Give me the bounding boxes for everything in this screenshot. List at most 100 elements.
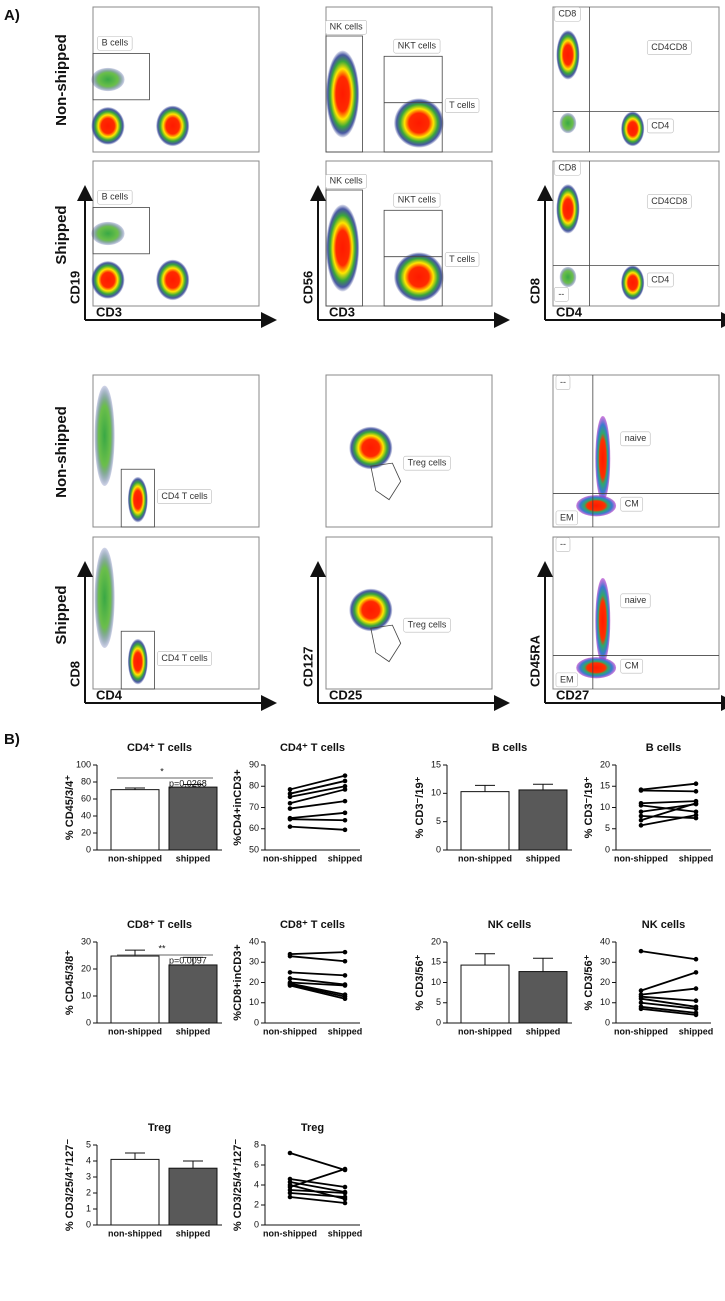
gate-label-box bbox=[403, 455, 451, 471]
subject-point bbox=[693, 1006, 699, 1012]
gate-label: naive bbox=[625, 595, 647, 605]
gate-label-box bbox=[444, 252, 480, 267]
y-axis-label: CD8 bbox=[67, 661, 82, 687]
gate-label: B cells bbox=[102, 192, 129, 202]
subject-point bbox=[287, 1190, 293, 1196]
subject-point bbox=[638, 788, 644, 793]
cell-population bbox=[556, 30, 580, 80]
subject-point bbox=[342, 949, 348, 955]
gate-label-box bbox=[325, 19, 367, 35]
chart-title: CD4⁺ T cells bbox=[280, 742, 345, 754]
subject-point bbox=[342, 778, 348, 784]
chart-title: CD8⁺ T cells bbox=[280, 919, 345, 931]
subject-point bbox=[287, 815, 293, 821]
x-axis-label: CD3 bbox=[329, 304, 355, 319]
subject-point bbox=[342, 773, 348, 778]
subject-point bbox=[693, 970, 699, 975]
subject-point bbox=[693, 956, 699, 962]
y-axis-label: % CD45/3/4⁺ bbox=[64, 775, 76, 840]
subject-line bbox=[289, 788, 346, 805]
x-tick-label: shipped bbox=[328, 853, 363, 863]
x-tick-label: shipped bbox=[176, 1228, 211, 1238]
chart-title: Treg bbox=[301, 1122, 324, 1134]
gate bbox=[120, 630, 155, 690]
y-axis-label: CD127 bbox=[300, 647, 315, 687]
y-axis-label: % CD3/25/4⁺/127⁻ bbox=[232, 1139, 244, 1232]
subject-line bbox=[289, 1152, 346, 1171]
subject-point bbox=[342, 783, 348, 789]
cell-population bbox=[91, 261, 125, 299]
subject-point bbox=[693, 800, 699, 806]
gate-label: naive bbox=[625, 433, 647, 443]
subject-point bbox=[287, 806, 293, 811]
subject-line bbox=[289, 818, 346, 822]
cell-population bbox=[394, 252, 444, 302]
cell-population bbox=[91, 107, 125, 145]
y-tick-label: 40 bbox=[249, 936, 259, 946]
y-axis-label: % CD3⁻/19⁺ bbox=[414, 776, 426, 838]
bar bbox=[168, 964, 218, 1024]
subject-point bbox=[638, 1000, 644, 1006]
y-axis-label: CD45RA bbox=[527, 634, 542, 687]
x-tick-label: shipped bbox=[328, 1228, 363, 1238]
gate bbox=[120, 468, 155, 528]
y-tick-label: 1 bbox=[86, 1203, 91, 1213]
x-tick-label: shipped bbox=[679, 853, 714, 863]
subject-line bbox=[289, 1192, 346, 1198]
gate-label-box bbox=[444, 98, 480, 113]
subject-line bbox=[640, 1005, 697, 1014]
x-tick-label: shipped bbox=[526, 853, 561, 863]
gate bbox=[370, 624, 402, 663]
cell-population bbox=[127, 638, 148, 685]
subject-line bbox=[640, 971, 697, 992]
bar bbox=[460, 791, 510, 851]
y-tick-label: 20 bbox=[600, 759, 610, 769]
subject-line bbox=[289, 780, 346, 795]
gate-label-box bbox=[620, 658, 644, 674]
subject-line bbox=[289, 977, 346, 986]
gate-label: T cells bbox=[449, 254, 475, 264]
x-axis-label: CD27 bbox=[556, 687, 589, 702]
subject-point bbox=[638, 1006, 644, 1012]
x-tick-label: non-shipped bbox=[108, 1026, 162, 1036]
gate-label-box bbox=[555, 537, 571, 552]
gate-label: NKT cells bbox=[398, 195, 437, 205]
cell-population bbox=[394, 98, 444, 148]
x-axis-label: CD4 bbox=[556, 304, 583, 319]
subject-point bbox=[342, 798, 348, 804]
chart-title: NK cells bbox=[488, 919, 531, 931]
y-tick-label: 0 bbox=[86, 1219, 91, 1229]
plot-frame bbox=[92, 536, 260, 690]
gate-label: -- bbox=[558, 289, 564, 299]
gate-label-box bbox=[646, 194, 692, 209]
y-tick-label: 10 bbox=[249, 997, 259, 1007]
chart-title: B cells bbox=[492, 742, 527, 754]
x-tick-label: non-shipped bbox=[458, 853, 512, 863]
plot-frame bbox=[92, 374, 260, 528]
cell-population bbox=[556, 184, 580, 234]
subject-point bbox=[693, 789, 699, 794]
subject-point bbox=[342, 787, 348, 792]
cell-population bbox=[326, 50, 360, 138]
gate-label-box bbox=[555, 672, 578, 688]
x-tick-label: non-shipped bbox=[108, 1228, 162, 1238]
chart-title: CD8⁺ T cells bbox=[127, 919, 192, 931]
y-tick-label: 10 bbox=[81, 990, 91, 1000]
y-tick-label: 2 bbox=[86, 1187, 91, 1197]
subject-line bbox=[640, 802, 697, 822]
y-tick-label: 0 bbox=[254, 1219, 259, 1229]
subject-line bbox=[289, 1168, 346, 1188]
x-axis-label: CD4 bbox=[96, 687, 123, 702]
bar bbox=[110, 789, 160, 851]
x-tick-label: non-shipped bbox=[263, 853, 317, 863]
subject-point bbox=[342, 1166, 348, 1172]
panel-label: A) bbox=[4, 7, 20, 24]
subject-point bbox=[287, 824, 293, 829]
gate-label: -- bbox=[560, 539, 566, 549]
gate-label-box bbox=[157, 651, 212, 666]
gate-label-box bbox=[646, 118, 674, 134]
gate-label-box bbox=[97, 189, 133, 205]
gate-label-box bbox=[554, 160, 581, 176]
y-tick-label: 0 bbox=[605, 1017, 610, 1027]
chart-title: B cells bbox=[646, 742, 681, 754]
